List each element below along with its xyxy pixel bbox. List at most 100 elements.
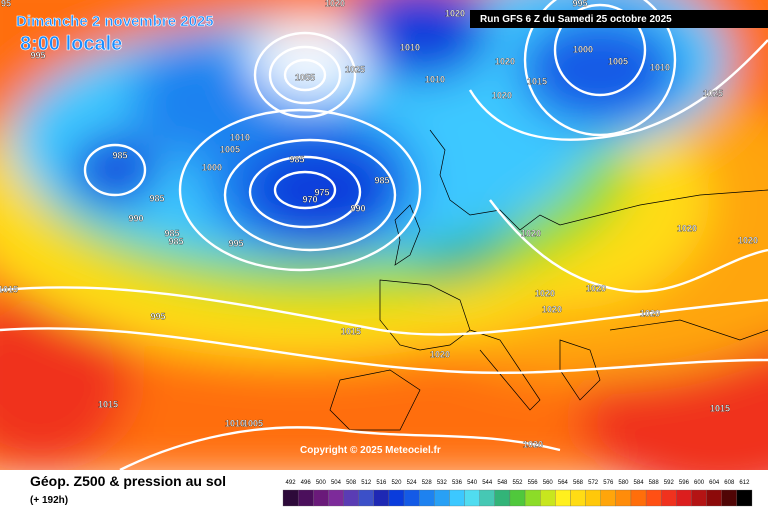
level-label: 536 xyxy=(452,480,463,486)
color-swatch xyxy=(373,489,390,507)
pressure-label: 985 xyxy=(149,193,164,203)
footer-title: Géop. Z500 & pression au sol xyxy=(30,473,226,489)
pressure-label: 985 xyxy=(168,236,183,246)
pressure-label: 95 xyxy=(1,0,11,8)
pressure-label: 1010 xyxy=(425,74,445,84)
color-swatch xyxy=(585,489,601,507)
pressure-label: 1015 xyxy=(98,399,118,409)
level-label: 516 xyxy=(376,480,387,486)
coastlines xyxy=(329,129,768,431)
pressure-label: 985 xyxy=(164,228,179,238)
level-label: 532 xyxy=(437,480,448,486)
color-swatch xyxy=(403,489,420,507)
pressure-label: 1025 xyxy=(703,88,723,98)
pressure-label: 1015 xyxy=(341,326,361,336)
isobars xyxy=(0,0,768,470)
field xyxy=(0,0,768,500)
level-label: 512 xyxy=(361,480,372,486)
level-label: 556 xyxy=(528,480,539,486)
pressure-label: 985 xyxy=(112,150,127,160)
level-label: 560 xyxy=(543,480,554,486)
level-label: 528 xyxy=(422,480,433,486)
pressure-label: 1000 xyxy=(202,162,222,172)
pressure-label: 1020 xyxy=(521,228,541,238)
pressure-label: 1020 xyxy=(495,56,515,66)
color-swatch xyxy=(630,489,647,507)
pressure-label: 970 xyxy=(302,194,317,204)
pressure-label: 995 xyxy=(150,311,165,321)
color-swatch xyxy=(479,489,495,507)
level-label: 504 xyxy=(331,480,342,486)
pressure-label: 1010 xyxy=(230,132,250,142)
level-label: 520 xyxy=(391,480,402,486)
color-swatch xyxy=(449,489,465,507)
color-swatch xyxy=(343,489,359,507)
level-label: 548 xyxy=(497,480,508,486)
pressure-label: 1005 xyxy=(220,144,240,154)
level-label: 584 xyxy=(634,480,645,486)
level-label: 492 xyxy=(286,480,297,486)
pressure-label: 1020 xyxy=(586,283,606,293)
color-swatch xyxy=(494,489,511,507)
level-label: 608 xyxy=(724,480,735,486)
pressure-label: 985 xyxy=(289,154,304,164)
level-label: 588 xyxy=(649,480,660,486)
level-label: 572 xyxy=(588,480,599,486)
pressure-label: 985 xyxy=(374,175,389,185)
pressure-label: 1015 xyxy=(0,284,18,294)
level-label: 612 xyxy=(739,480,750,486)
level-label: 568 xyxy=(573,480,584,486)
pressure-label: 1005 xyxy=(608,56,628,66)
color-swatch xyxy=(524,489,541,507)
run-box xyxy=(470,10,768,28)
color-swatch xyxy=(691,489,707,507)
pressure-label: 990 xyxy=(350,203,365,213)
level-label: 592 xyxy=(664,480,675,486)
pressure-label: 1020 xyxy=(640,308,660,318)
level-label: 580 xyxy=(618,480,629,486)
color-swatch xyxy=(419,489,435,507)
color-swatch xyxy=(570,489,586,507)
pressure-label: 1010 xyxy=(225,418,245,428)
pressure-label: 995 xyxy=(572,0,587,8)
pressure-label: 1025 xyxy=(345,64,365,74)
color-swatch xyxy=(358,489,374,507)
pressure-label: 1020 xyxy=(492,90,512,100)
color-swatch xyxy=(721,489,738,507)
level-label: 500 xyxy=(316,480,327,486)
color-swatch xyxy=(600,489,616,507)
run-text: Run GFS 6 Z du Samedi 25 octobre 2025 xyxy=(480,14,672,25)
level-label: 524 xyxy=(407,480,418,486)
color-swatch xyxy=(676,489,692,507)
level-label: 596 xyxy=(679,480,690,486)
color-swatch xyxy=(434,489,450,507)
level-label: 496 xyxy=(301,480,312,486)
color-swatch xyxy=(661,489,677,507)
level-label: 544 xyxy=(482,480,493,486)
pressure-label: 1020 xyxy=(430,349,450,359)
level-label: 576 xyxy=(603,480,614,486)
pressure-label: 1020 xyxy=(738,235,758,245)
color-swatch xyxy=(297,489,314,507)
pressure-label: 1020 xyxy=(535,288,555,298)
color-swatch xyxy=(706,489,722,507)
level-label: 600 xyxy=(694,480,705,486)
pressure-label: 1005 xyxy=(243,418,263,428)
copyright: Copyright © 2025 Meteociel.fr xyxy=(300,445,441,456)
color-swatch xyxy=(282,489,299,507)
pressure-label: 1010 xyxy=(400,42,420,52)
pressure-label: 995 xyxy=(228,238,243,248)
color-swatch xyxy=(464,489,480,507)
pressure-label: 1020 xyxy=(325,0,345,8)
pressure-label: 1000 xyxy=(573,44,593,54)
color-swatch xyxy=(540,489,556,507)
pressure-labels: 95 1020 1020 995 1055 1025 1010 1010 1020 1020 101… xyxy=(0,0,758,450)
color-swatch xyxy=(645,489,662,507)
level-label: 552 xyxy=(512,480,523,486)
pressure-label: 995 xyxy=(30,50,45,60)
color-swatch xyxy=(555,489,571,507)
color-bar: 492 496 500 504 508 512 516 520 524 528 532 536 540 5… xyxy=(282,480,753,507)
pressure-label: 1015 xyxy=(527,76,547,86)
